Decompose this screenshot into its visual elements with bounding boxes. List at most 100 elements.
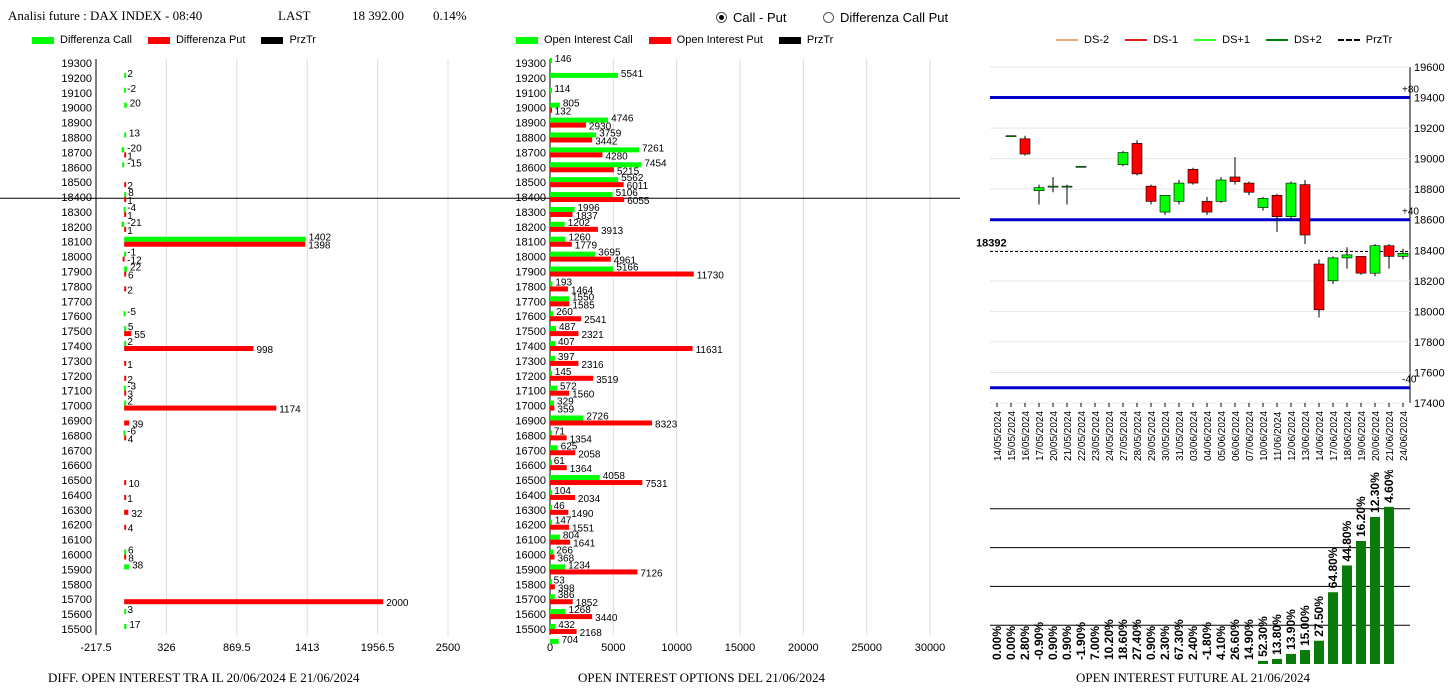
legend-item-call[interactable]: Open Interest Call	[516, 34, 633, 46]
put-bar	[124, 182, 127, 188]
oi-future-percent-label: 4.60%	[1382, 470, 1396, 503]
put-value-label: 2541	[584, 315, 607, 326]
put-bar	[550, 509, 569, 515]
y-tick-label: 19000	[1414, 154, 1445, 166]
strike-label: 17800	[61, 281, 92, 293]
call-value-label: -3	[127, 382, 136, 393]
x-tick-label: -217.5	[80, 642, 111, 654]
legend-item-ds-m1[interactable]: DS-1	[1125, 34, 1178, 46]
strike-label: 15800	[515, 579, 546, 591]
put-bar	[550, 480, 643, 486]
call-put-radio[interactable]: Call - Put	[716, 10, 786, 25]
last-label: LAST	[278, 8, 311, 23]
put-bar	[550, 420, 653, 426]
legend-label: Differenza Call	[60, 34, 132, 46]
put-value-label: 1174	[279, 405, 301, 416]
date-label: 31/05/2024	[1175, 411, 1186, 461]
future-candlestick-chart: 19600 19400 19200 19000 18800 18600 18400 18200…	[976, 62, 1445, 461]
legend-item-put[interactable]: Differenza Put	[147, 34, 245, 46]
call-value-label: -21	[127, 218, 142, 229]
candle-down	[1019, 138, 1031, 155]
put-bar	[124, 390, 127, 396]
put-value-label: 1398	[308, 241, 331, 252]
call-value-label: 5541	[621, 69, 644, 80]
oi-future-percent-label: 10.20%	[1102, 619, 1116, 660]
call-bar	[550, 624, 556, 629]
put-value-label: 3440	[595, 613, 618, 624]
strike-label: 16600	[61, 460, 92, 472]
strike-label: 17300	[61, 356, 92, 368]
strike-label: 15600	[61, 609, 92, 621]
y-tick-label: 18200	[1414, 276, 1445, 288]
strike-label: 16600	[515, 460, 546, 472]
footer-oi-future: OPEN INTEREST FUTURE AL 21/06/2024	[1076, 670, 1311, 685]
put-bar	[550, 584, 555, 590]
call-bar	[550, 370, 552, 376]
date-label: 17/06/2024	[1329, 411, 1340, 461]
oi-future-percent-label: 13.90%	[1284, 609, 1298, 650]
date-label: 14/05/2024	[993, 411, 1004, 461]
legend-label: PrzTr	[289, 34, 316, 46]
call-bar	[550, 504, 552, 510]
call-bar	[550, 579, 552, 585]
put-bar	[550, 182, 624, 188]
call-bar	[121, 147, 125, 153]
date-label: 03/06/2024	[1189, 411, 1200, 461]
footer-diff-oi: DIFF. OPEN INTEREST TRA IL 20/06/2024 E …	[48, 670, 360, 685]
date-label: 07/06/2024	[1245, 411, 1256, 461]
call-bar	[123, 87, 126, 93]
date-label: 21/05/2024	[1063, 411, 1074, 461]
strike-label: 15500	[61, 624, 92, 636]
legend-item-prz[interactable]: PrzTr	[1337, 34, 1393, 46]
strike-label: 16700	[515, 445, 546, 457]
x-tick-label: 10000	[661, 642, 692, 654]
legend-item-prz[interactable]: PrzTr	[778, 34, 833, 46]
legend-label: DS-1	[1153, 34, 1179, 46]
put-value-label: 1560	[572, 390, 595, 401]
candle-down	[1355, 256, 1367, 274]
legend-item-ds-p2[interactable]: DS+2	[1265, 34, 1322, 46]
oi-future-bar	[1328, 592, 1338, 664]
call-bar	[124, 132, 127, 138]
call-bar	[550, 341, 555, 346]
prz-tr-label: 18392	[976, 237, 1007, 249]
oi-future-percent-label: -1.90%	[1074, 622, 1088, 660]
diff-call-put-radio-label: Differenza Call Put	[840, 10, 949, 25]
legend-item-ds-p1[interactable]: DS+1	[1194, 34, 1250, 46]
candle-up	[1075, 165, 1087, 168]
legend-label: PrzTr	[1365, 34, 1393, 46]
diff-call-put-radio[interactable]: Differenza Call Put	[823, 10, 948, 25]
candle-up	[1117, 152, 1129, 166]
call-value-label: -5	[127, 307, 136, 318]
put-value-label: 2058	[578, 449, 601, 460]
call-bar	[550, 430, 552, 436]
call-value-label: 104	[554, 486, 571, 497]
last-value: 18 392.00	[352, 8, 404, 23]
put-bar	[550, 465, 567, 471]
put-bar	[550, 360, 579, 366]
candle-down	[1187, 169, 1199, 184]
put-value-label: 4280	[605, 151, 628, 162]
legend-item-prz[interactable]: PrzTr	[261, 34, 316, 46]
put-value-label: 4	[128, 434, 134, 445]
legend-item-call[interactable]: Differenza Call	[32, 34, 132, 46]
call-value-label: 2	[127, 337, 133, 348]
legend-item-put[interactable]: Open Interest Put	[648, 34, 763, 46]
call-value-label: 386	[558, 590, 575, 601]
put-bar	[124, 509, 129, 515]
oi-future-bar	[1272, 658, 1282, 664]
candle-up	[1397, 253, 1409, 257]
call-bar	[550, 415, 584, 421]
put-bar	[550, 494, 575, 500]
strike-label: 18100	[515, 237, 546, 249]
put-value-label: 8323	[655, 419, 678, 430]
put-value-label: 1	[127, 196, 133, 207]
oi-future-bar	[1286, 653, 1296, 664]
oi-future-bar	[1314, 640, 1324, 664]
candle-up	[1061, 185, 1073, 188]
put-value-label: 2	[127, 181, 133, 192]
call-value-label: -4	[127, 203, 136, 214]
legend-item-ds-m2[interactable]: DS-2	[1056, 34, 1109, 46]
put-bar	[124, 197, 127, 203]
call-bar	[550, 534, 560, 540]
